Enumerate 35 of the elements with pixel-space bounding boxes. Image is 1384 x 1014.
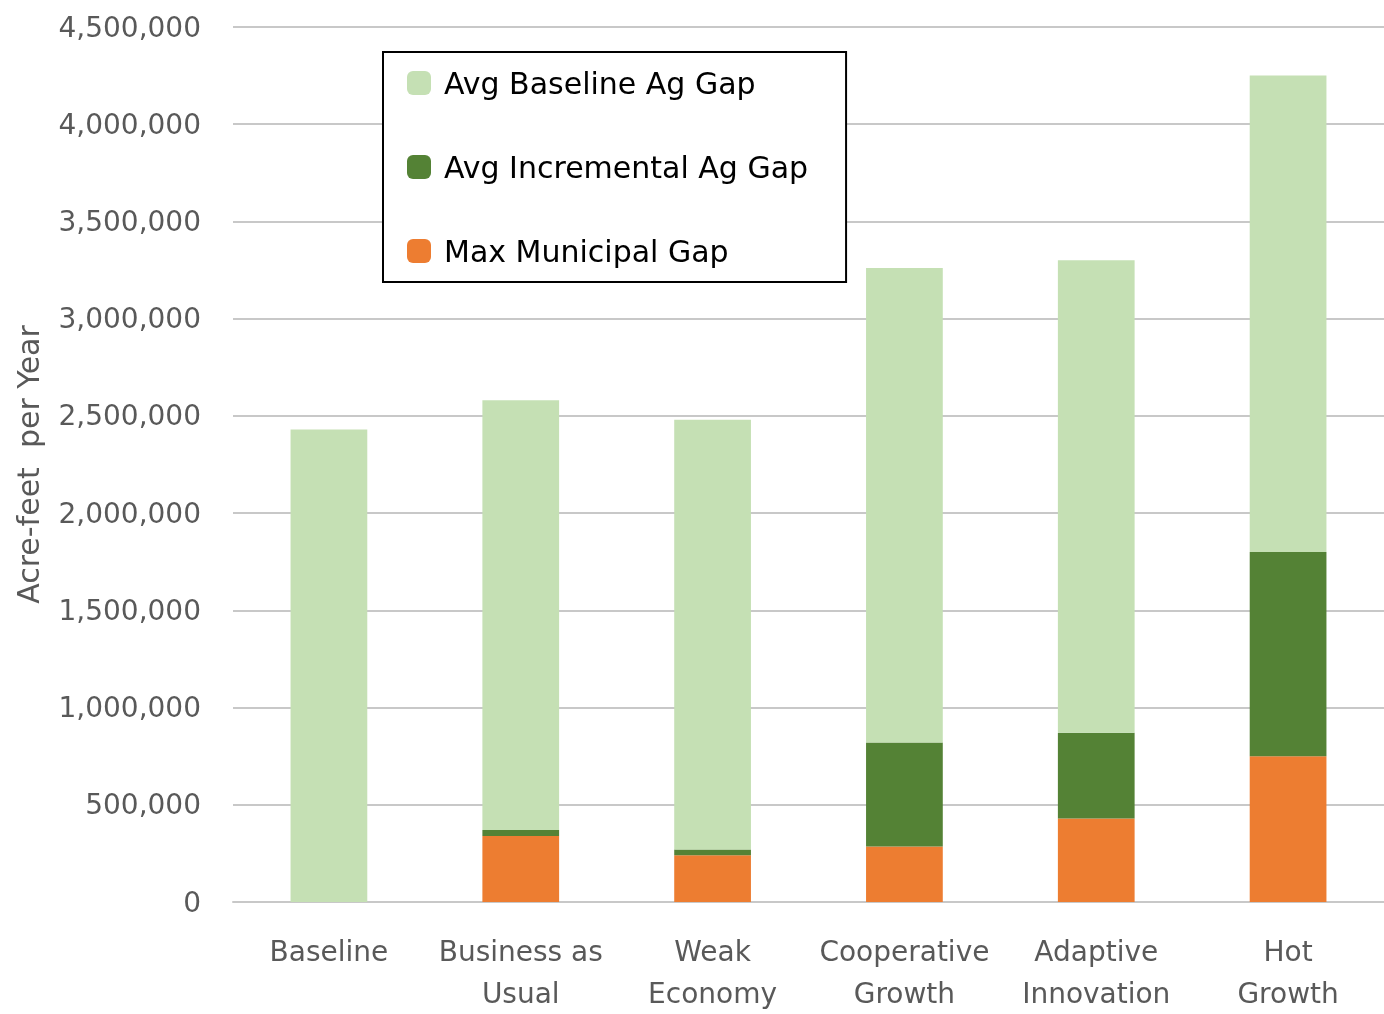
x-tick-label: Baseline [269, 934, 389, 968]
y-tick-label: 2,500,000 [58, 399, 201, 433]
bar [674, 855, 751, 902]
y-tick-label: 0 [183, 885, 201, 919]
x-tick-label: Weak Economy [648, 934, 778, 1010]
bar [1057, 818, 1135, 902]
y-tick-label: 4,500,000 [58, 10, 201, 44]
bar [1249, 75, 1327, 552]
bar [866, 742, 943, 847]
bar [482, 400, 560, 831]
bar [290, 429, 368, 902]
x-tick-label: Business as Usual [438, 934, 603, 1010]
x-tick-label: Hot Growth [1237, 934, 1339, 1010]
bar [674, 419, 751, 850]
x-tick-label: Cooperative Growth [819, 934, 990, 1010]
legend-label: Avg Baseline Ag Gap [444, 65, 756, 101]
y-tick-label: 1,000,000 [58, 691, 201, 725]
y-tick-label: 3,000,000 [58, 302, 201, 336]
y-tick-label: 500,000 [85, 788, 201, 822]
bar [1249, 552, 1327, 757]
legend-label: Avg Incremental Ag Gap [444, 149, 809, 185]
y-tick-label: 4,000,000 [58, 107, 201, 141]
x-tick-label: Adaptive Innovation [1022, 934, 1171, 1010]
bar [482, 830, 560, 836]
bar [482, 835, 560, 902]
bar [1057, 732, 1135, 819]
y-tick-label: 3,500,000 [58, 204, 201, 238]
legend-label: Max Municipal Gap [444, 233, 729, 269]
bar [866, 846, 943, 902]
y-axis-title: Acre-feet per Year [10, 324, 46, 604]
y-tick-label: 2,000,000 [58, 496, 201, 530]
bar [866, 268, 943, 743]
bar [1249, 756, 1327, 902]
y-tick-label: 1,500,000 [58, 593, 201, 627]
bar [1057, 260, 1135, 733]
